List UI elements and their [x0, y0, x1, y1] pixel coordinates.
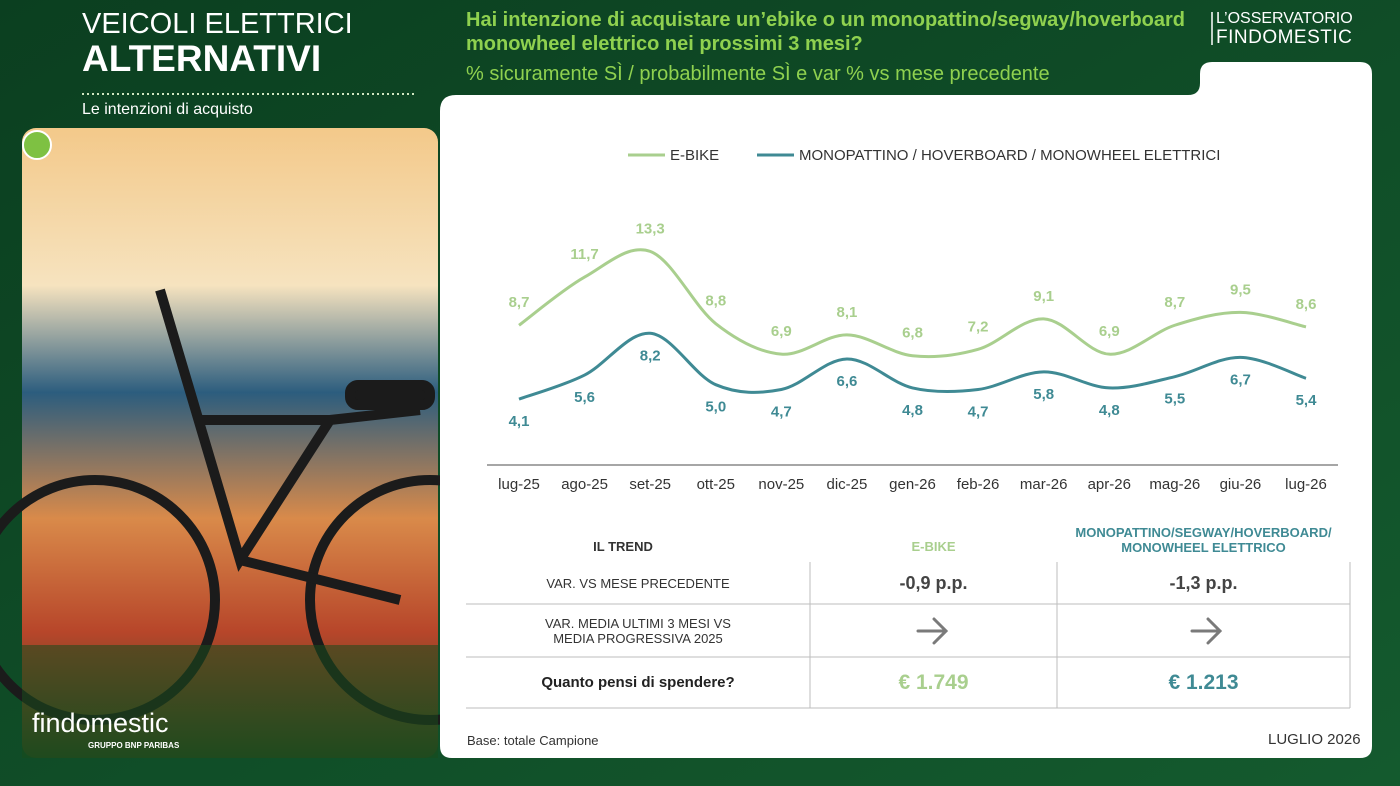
legend-label: E-BIKE [670, 147, 719, 164]
x-tick-label: lug-26 [1285, 476, 1327, 493]
trend-arrows [916, 617, 1223, 645]
data-label: 9,1 [1033, 288, 1054, 305]
data-label: 6,9 [771, 323, 792, 340]
table-header: MONOPATTINO/SEGWAY/HOVERBOARD/ MONOWHEEL… [1075, 525, 1332, 555]
table-header: IL TREND [593, 538, 653, 554]
data-label: 9,5 [1230, 281, 1251, 298]
data-label: 5,4 [1296, 392, 1318, 409]
data-label: 8,2 [640, 347, 661, 364]
legend-label: MONOPATTINO / HOVERBOARD / MONOWHEEL ELE… [799, 147, 1220, 164]
chart-subtitle: % sicuramente SÌ / probabilmente SÌ e va… [466, 63, 1050, 85]
logo-group: GRUPPO BNP PARIBAS [88, 741, 180, 750]
x-tick-label: gen-26 [889, 476, 936, 493]
x-tick-label: mar-26 [1020, 476, 1068, 493]
data-label: 8,8 [705, 293, 726, 310]
data-label: 4,7 [968, 403, 989, 420]
data-label: 8,6 [1296, 296, 1317, 313]
data-label: 4,8 [902, 402, 923, 419]
photo-overlay [22, 645, 438, 758]
x-tick-label: ott-25 [697, 476, 735, 493]
x-tick-label: giu-26 [1220, 476, 1262, 493]
header-subtitle: Le intenzioni di acquisto [82, 101, 253, 118]
series-line [518, 248, 1307, 359]
x-tick-label: apr-26 [1088, 476, 1131, 493]
logo: findomestic [32, 708, 169, 738]
cell-value: € 1.213 [1168, 670, 1239, 694]
cell-value: -0,9 p.p. [899, 572, 968, 593]
x-tick-label: nov-25 [758, 476, 804, 493]
table-lines [466, 562, 1351, 709]
brand: FINDOMESTIC [1216, 27, 1353, 48]
data-label: 5,0 [705, 399, 726, 416]
data-label: 6,6 [836, 373, 857, 390]
badge [22, 130, 52, 160]
photo [22, 128, 438, 758]
x-tick-label: feb-26 [957, 476, 1000, 493]
row-label: VAR. VS MESE PRECEDENTE [546, 575, 730, 591]
x-tick-label: set-25 [629, 476, 671, 493]
data-label: 13,3 [636, 220, 665, 237]
chart-title: Hai intenzione di acquistare un’ebike o … [466, 9, 1185, 55]
row-label: VAR. MEDIA ULTIMI 3 MESI VS MEDIA PROGRE… [545, 615, 731, 646]
x-tick-label: ago-25 [561, 476, 608, 493]
row-label: Quanto pensi di spendere? [541, 674, 735, 691]
cell-value: -1,3 p.p. [1169, 572, 1238, 593]
panel [440, 62, 1372, 758]
header-title: ALTERNATIVI [82, 38, 322, 79]
x-tick-label: lug-25 [498, 476, 540, 493]
x-tick-label: mag-26 [1149, 476, 1200, 493]
data-label: 5,8 [1033, 386, 1054, 403]
header-title: VEICOLI ELETTRICI [82, 8, 353, 40]
data-label: 4,1 [509, 413, 530, 430]
data-label: 4,7 [771, 403, 792, 420]
data-label: 6,9 [1099, 323, 1120, 340]
data-label: 6,8 [902, 325, 923, 342]
data-label: 5,5 [1164, 391, 1185, 408]
data-label: 7,2 [968, 318, 989, 335]
brand: L’OSSERVATORIO [1216, 10, 1353, 27]
data-label: 6,7 [1230, 371, 1251, 388]
data-label: 8,7 [1164, 294, 1185, 311]
data-label: 8,7 [509, 294, 530, 311]
cell-value: € 1.749 [898, 670, 969, 694]
x-tick-label: dic-25 [826, 476, 867, 493]
data-label: 8,1 [836, 304, 857, 321]
data-label: 4,8 [1099, 402, 1120, 419]
data-label: 5,6 [574, 389, 595, 406]
footer-base: Base: totale Campione [467, 733, 599, 748]
series-line [518, 331, 1307, 401]
table-header: E-BIKE [911, 538, 956, 554]
footer-date: LUGLIO 2026 [1268, 731, 1361, 748]
data-label: 11,7 [570, 246, 598, 263]
